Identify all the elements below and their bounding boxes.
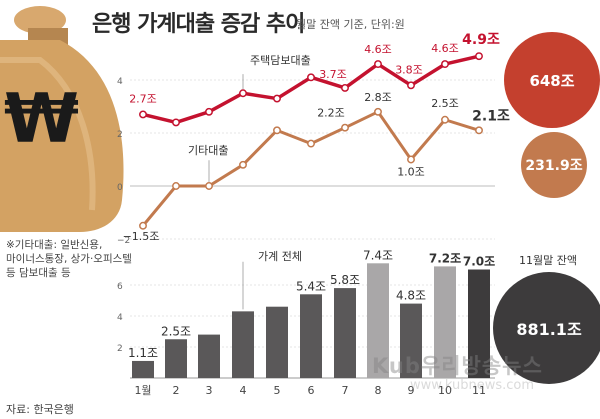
mortgage-point (307, 73, 315, 82)
bar-y-tick-label: 2 (117, 344, 123, 354)
other-loan-point (374, 107, 382, 116)
other-loan-point (239, 160, 247, 169)
mortgage-value-label: 4.9조 (462, 32, 500, 48)
mortgage-point (239, 89, 247, 98)
other-loan-value-label: 2.2조 (317, 107, 345, 120)
total-bar (334, 288, 356, 378)
footnote: ※기타대출: 일반신용, 마이너스통장, 상가·오피스텔 등 담보대출 등 (6, 238, 132, 280)
chart-title: 은행 가계대출 증감 추이 (92, 12, 305, 37)
total-bar-value-label: 7.4조 (363, 248, 393, 262)
total-bar-value-label: 2.5조 (161, 324, 191, 338)
chart-subtitle: 월말 잔액 기준, 단위:원 (296, 18, 405, 31)
other-loan-point (172, 182, 180, 190)
mortgage-value-label: 2.7조 (129, 92, 157, 105)
mortgage-series-label: 주택담보대출 (250, 54, 311, 67)
total-balance-circle: 881.1조 (493, 272, 600, 384)
other-loan-point (441, 115, 449, 124)
other-loan-point (307, 139, 315, 148)
total-bar (400, 303, 422, 378)
total-series-label: 가계 전체 (258, 250, 302, 263)
other-loan-balance-circle: 231.9조 (521, 132, 587, 198)
total-bar (165, 339, 187, 378)
total-bar (198, 334, 220, 378)
mortgage-balance-circle: 648조 (504, 32, 600, 128)
bar-y-tick-label: 6 (117, 282, 123, 292)
mortgage-point (441, 60, 449, 69)
mortgage-point (374, 60, 382, 69)
footnote-line-3: 등 담보대출 등 (6, 267, 71, 279)
mortgage-value-label: 3.8조 (395, 63, 423, 76)
total-bar (300, 294, 322, 378)
mortgage-series-line (142, 54, 480, 125)
line-y-tick-label: −2 (117, 236, 130, 246)
money-bag-won-icon: ₩ (0, 6, 124, 232)
balance-label: 11월말 잔액 (519, 254, 577, 267)
total-bar-value-label: 4.8조 (396, 289, 426, 303)
month-tick-label: 11 (472, 384, 486, 397)
line-y-tick-label: 4 (117, 77, 123, 87)
other-loan-point (139, 221, 147, 230)
total-bar-value-label: 5.4조 (296, 279, 326, 293)
other-loan-value-label: 2.5조 (431, 97, 459, 110)
month-tick-label: 5 (274, 384, 281, 397)
total-bar-value-label: 7.2조 (429, 251, 461, 265)
footnote-line-1: ※기타대출: 일반신용, (6, 239, 103, 251)
footnote-line-2: 마이너스통장, 상가·오피스텔 (6, 253, 132, 265)
other-loan-value-label: 2.8조 (364, 91, 392, 104)
other-loan-point (273, 126, 281, 135)
bar-y-tick-label: 4 (117, 313, 123, 323)
watermark: Kub우리방송뉴스 (372, 354, 543, 378)
month-tick-label: 4 (240, 384, 247, 397)
other-loan-series-label: 기타대출 (188, 144, 228, 157)
total-bar (266, 306, 288, 378)
watermark-url: www.kubnews.com (410, 378, 534, 393)
total-balance-value: 881.1조 (516, 320, 582, 339)
mortgage-point (341, 84, 349, 92)
mortgage-point (172, 118, 180, 127)
other-loan-value-label: −1.5조 (123, 230, 160, 243)
month-tick-label: 2 (173, 384, 180, 397)
mortgage-value-label: 3.7조 (319, 68, 347, 81)
total-bar-value-label: 5.8조 (330, 273, 360, 287)
month-tick-label: 1월 (134, 384, 151, 397)
other-loan-point (341, 123, 349, 132)
line-y-tick-label: 0 (117, 183, 123, 193)
total-bar-value-label: 1.1조 (128, 346, 158, 360)
month-tick-label: 9 (408, 384, 415, 397)
total-bar (232, 311, 254, 378)
mortgage-point (139, 110, 147, 119)
mortgage-point (205, 107, 213, 116)
month-tick-label: 10 (438, 384, 452, 397)
total-bar (434, 266, 456, 378)
total-bar (367, 263, 389, 378)
other-loan-point (205, 182, 213, 190)
bag-highlight (0, 57, 96, 211)
mortgage-point (407, 81, 415, 90)
total-bar (132, 360, 154, 378)
month-tick-label: 6 (308, 384, 315, 397)
line-y-tick-label: 2 (117, 130, 123, 140)
other-loan-series-line (141, 110, 480, 227)
mortgage-point (475, 52, 483, 61)
mortgage-balance-value: 648조 (529, 71, 575, 90)
total-bar (468, 269, 490, 378)
mortgage-value-label: 4.6조 (431, 42, 459, 55)
mortgage-point (273, 94, 281, 103)
total-bar-value-label: 7.0조 (463, 255, 495, 269)
source-credit: 자료: 한국은행 (6, 403, 74, 416)
other-loan-value-label: 2.1조 (472, 108, 510, 124)
other-loan-value-label: 1.0조 (397, 166, 425, 179)
month-tick-label: 7 (342, 384, 349, 397)
other-loan-balance-value: 231.9조 (525, 158, 583, 174)
month-tick-label: 8 (375, 384, 382, 397)
month-tick-label: 3 (206, 384, 213, 397)
won-symbol: ₩ (4, 80, 79, 159)
other-loan-point (475, 126, 483, 135)
other-loan-point (407, 155, 415, 164)
bag-knot (14, 6, 66, 34)
mortgage-value-label: 4.6조 (364, 43, 392, 56)
